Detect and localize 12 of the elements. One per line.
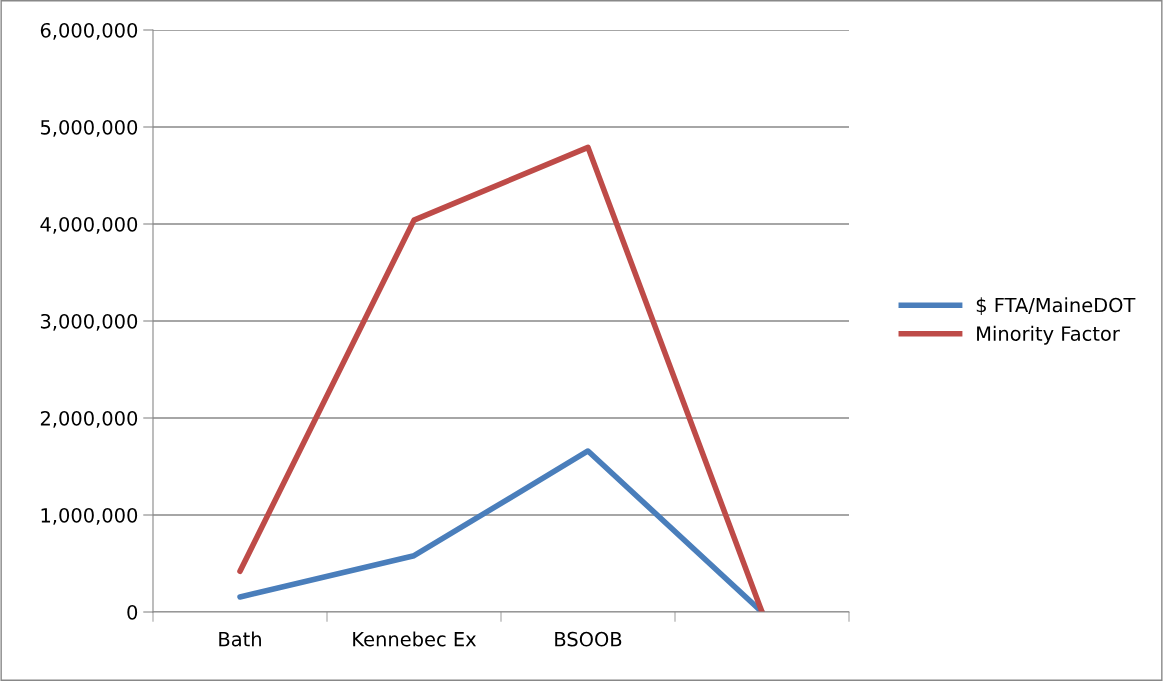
- y-tick-label: 0: [127, 604, 138, 620]
- y-tick-label: 1,000,000: [41, 507, 138, 525]
- x-tick-label: Bath: [219, 631, 261, 647]
- x-tick-label: Kennebec Ex: [353, 631, 477, 647]
- x-tick-label: BSOOB: [555, 631, 622, 647]
- legend-label: Minority Factor: [977, 325, 1120, 345]
- y-tick-label: 3,000,000: [40, 313, 138, 331]
- legend-label: $ FTA/MaineDOT: [976, 297, 1136, 315]
- y-tick-label: 2,000,000: [40, 410, 138, 428]
- y-tick-label: 6,000,000: [40, 22, 138, 40]
- y-tick-label: 4,000,000: [40, 216, 138, 234]
- y-tick-label: 5,000,000: [40, 119, 138, 137]
